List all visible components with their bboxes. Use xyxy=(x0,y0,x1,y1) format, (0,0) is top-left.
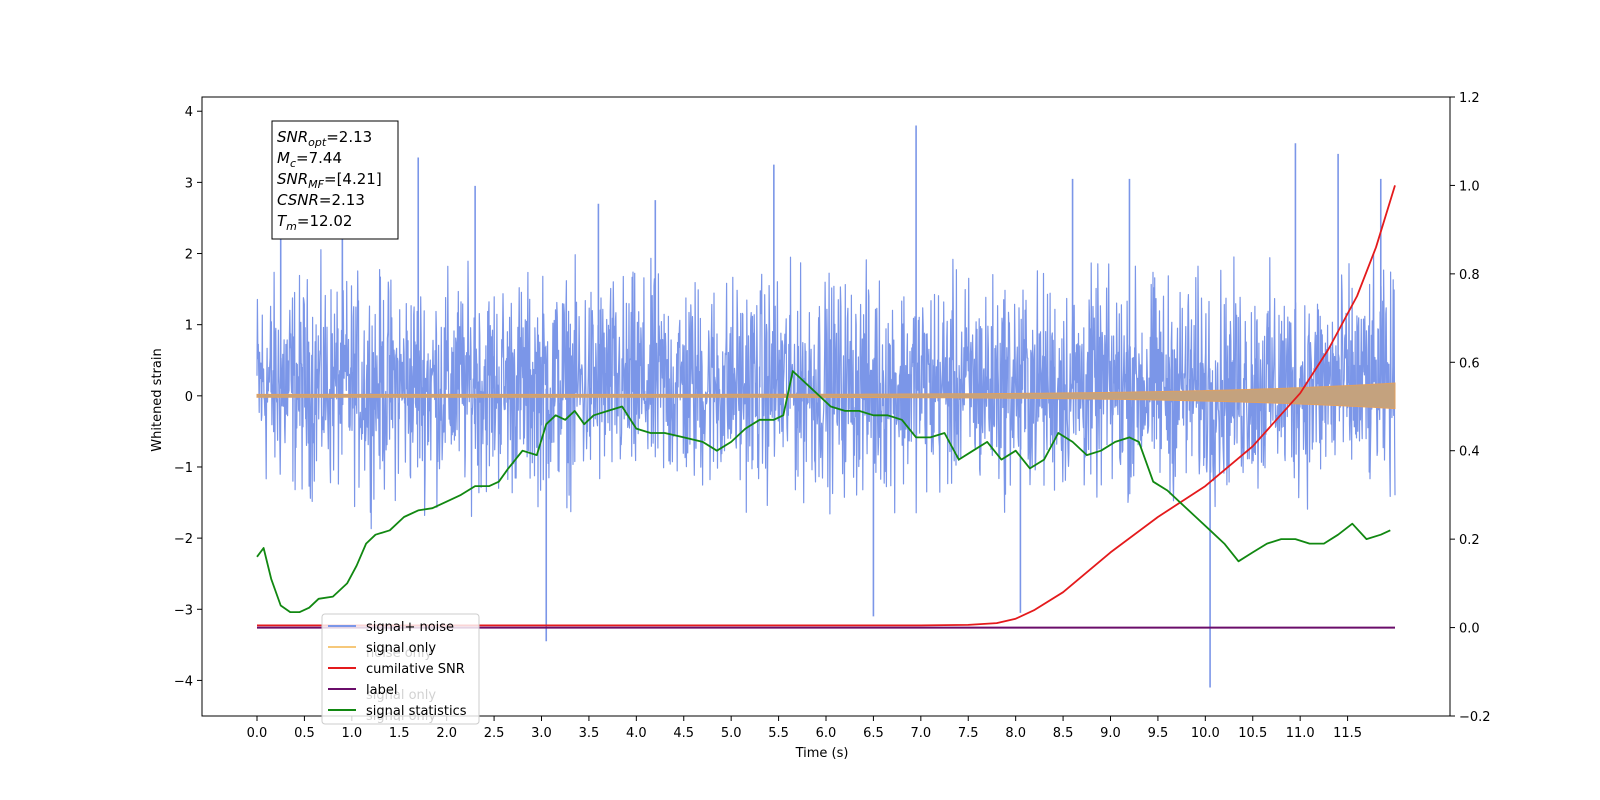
y-right-tick-label: 0.6 xyxy=(1459,356,1480,371)
y-tick-label: 1 xyxy=(185,319,193,334)
series-signal-only-band xyxy=(256,382,1396,410)
annotation-line: SNRMF=[4.21] xyxy=(277,170,382,191)
y-right-tick-label: 0.2 xyxy=(1459,533,1480,548)
legend-frame xyxy=(321,613,480,725)
x-tick-label: 10.0 xyxy=(1191,726,1220,741)
annotation-line: Tm=12.02 xyxy=(277,212,352,233)
series-cumilative-snr-line xyxy=(257,185,1396,627)
x-tick-label: 7.5 xyxy=(958,726,979,741)
x-tick-label: 11.5 xyxy=(1333,726,1362,741)
legend-label: signal statistics xyxy=(366,704,467,719)
axes: 0.0 0.5 1.0 1.5 2.0 2.5 3.0 3.5 4.0 4.5 5.0 5.5 6.0 6… xyxy=(174,91,1491,741)
y-tick-label: 2 xyxy=(185,248,193,263)
x-tick-label: 4.0 xyxy=(626,726,647,741)
x-axis-label: Time (s) xyxy=(795,746,849,761)
x-tick-label: 9.0 xyxy=(1100,726,1121,741)
y-right-tick-label: 1.0 xyxy=(1459,179,1480,194)
x-tick-label: 9.5 xyxy=(1148,726,1169,741)
x-tick-label: 6.5 xyxy=(863,726,884,741)
x-tick-label: 8.5 xyxy=(1053,726,1074,741)
y-tick-label: −1 xyxy=(174,461,193,476)
x-tick-label: 0.5 xyxy=(294,726,315,741)
y-tick-label: −4 xyxy=(174,674,193,689)
x-tick-label: 0.0 xyxy=(247,726,268,741)
y-right-tick-label: 0.0 xyxy=(1459,622,1480,637)
x-tick-label: 1.0 xyxy=(341,726,362,741)
legend: noise onlysignal onlysignal onlysignal+ … xyxy=(321,613,480,725)
x-tick-label: 11.0 xyxy=(1286,726,1315,741)
x-tick-label: 5.5 xyxy=(768,726,789,741)
x-tick-label: 3.0 xyxy=(531,726,552,741)
x-tick-label: 10.5 xyxy=(1238,726,1267,741)
legend-label: signal only xyxy=(366,641,436,656)
x-tick-label: 7.0 xyxy=(910,726,931,741)
legend-label: signal+ noise xyxy=(366,620,454,635)
y-tick-label: −2 xyxy=(174,532,193,547)
annotation-frame xyxy=(271,120,399,240)
legend-label: cumilative SNR xyxy=(366,662,465,677)
x-tick-label: 1.5 xyxy=(389,726,410,741)
series-signal-noise-line xyxy=(256,249,1396,530)
y-tick-label: −3 xyxy=(174,603,193,618)
annotation-line: SNRopt=2.13 xyxy=(277,128,372,149)
legend-label: label xyxy=(366,683,397,698)
x-tick-label: 4.5 xyxy=(673,726,694,741)
x-tick-label: 6.0 xyxy=(816,726,837,741)
annotation-line: Mc=7.44 xyxy=(277,149,342,170)
y-right-tick-label: 0.8 xyxy=(1459,268,1480,283)
x-tick-label: 3.5 xyxy=(579,726,600,741)
x-tick-label: 2.0 xyxy=(436,726,457,741)
x-tick-label: 8.0 xyxy=(1005,726,1026,741)
y-axis-label: Whitened strain xyxy=(150,348,165,451)
x-tick-label: 5.0 xyxy=(721,726,742,741)
plot-area xyxy=(256,125,1396,688)
y-right-tick-label: 1.2 xyxy=(1459,91,1480,106)
y-tick-label: 4 xyxy=(185,105,193,120)
x-tick-label: 2.5 xyxy=(484,726,505,741)
y-right-tick-label: −0.2 xyxy=(1459,710,1491,725)
series-signal-statistics-line xyxy=(256,370,1391,613)
annotation-line: CSNR=2.13 xyxy=(277,191,365,209)
y-tick-label: 0 xyxy=(185,390,193,405)
y-tick-label: 3 xyxy=(185,176,193,191)
y-right-tick-label: 0.4 xyxy=(1459,445,1480,460)
